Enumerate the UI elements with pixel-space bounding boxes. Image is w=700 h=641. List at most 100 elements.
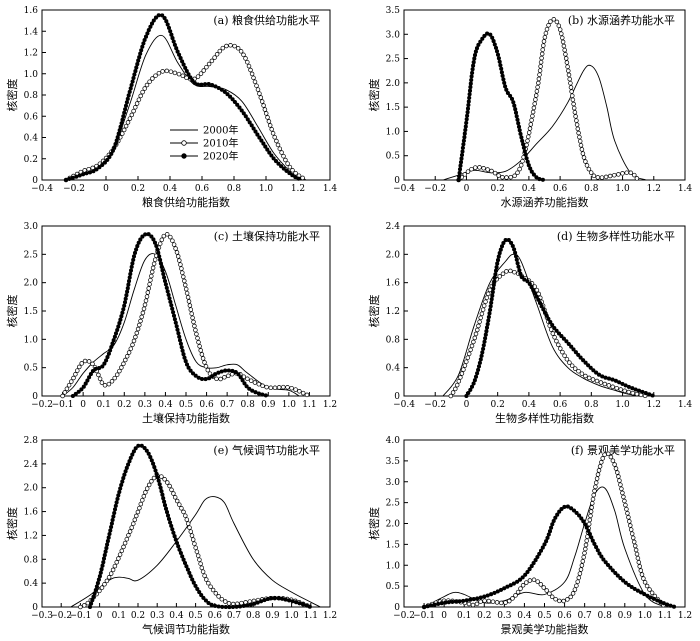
- data-point: [177, 258, 182, 263]
- x-tick-label: 0.9: [618, 611, 633, 621]
- data-point: [537, 68, 543, 73]
- data-point: [235, 46, 241, 51]
- data-point: [146, 286, 151, 291]
- data-point: [647, 587, 652, 592]
- data-point: [483, 336, 488, 341]
- data-point: [110, 341, 115, 346]
- data-point: [576, 352, 581, 357]
- data-point: [501, 77, 506, 82]
- data-point: [213, 372, 218, 377]
- data-point: [116, 324, 121, 329]
- data-point: [77, 364, 82, 370]
- data-point: [534, 294, 539, 299]
- data-point: [668, 603, 673, 608]
- x-tick-label: 1.4: [678, 184, 693, 194]
- data-point: [469, 77, 474, 83]
- data-point: [115, 496, 120, 501]
- data-point: [484, 295, 490, 300]
- data-point: [123, 469, 128, 474]
- data-point: [119, 365, 124, 370]
- data-point: [594, 378, 600, 384]
- data-point: [454, 382, 460, 388]
- data-point: [613, 378, 618, 383]
- data-point: [620, 381, 625, 386]
- data-point: [486, 598, 492, 604]
- x-tick-label: 0.3: [497, 611, 512, 621]
- data-point: [176, 331, 181, 336]
- data-point: [187, 525, 192, 530]
- data-point: [635, 588, 640, 593]
- data-point: [513, 254, 519, 259]
- x-tick-label: 0.1: [112, 611, 126, 621]
- data-point: [478, 315, 483, 321]
- data-point: [243, 114, 248, 119]
- data-point: [144, 294, 150, 299]
- data-point: [492, 42, 497, 47]
- chart-title: (c) 土壤保持功能水平: [214, 229, 320, 243]
- data-point: [577, 138, 583, 144]
- data-point: [228, 43, 233, 48]
- data-point: [617, 478, 622, 483]
- y-tick-label: 3.0: [386, 478, 401, 488]
- data-point: [563, 56, 569, 61]
- data-point: [125, 286, 130, 291]
- chart-panel-3: −0.2−0.1 0 0.1 0.2 0.3 0.4 0.5 0.6 0.7 0.8 0.9 1.0 1…: [5, 222, 337, 425]
- x-tick-label: 0.3: [138, 400, 153, 410]
- data-point: [563, 52, 568, 57]
- data-point: [450, 599, 455, 604]
- y-tick-label: 2.0: [386, 79, 401, 89]
- data-point: [195, 74, 201, 79]
- data-point: [566, 341, 571, 347]
- data-point: [462, 131, 467, 136]
- data-point: [97, 376, 103, 382]
- data-point: [497, 59, 502, 64]
- data-point: [264, 384, 269, 390]
- data-point: [161, 271, 166, 277]
- series-3: [456, 31, 545, 183]
- data-point: [252, 79, 258, 85]
- y-tick-label: 0.4: [24, 579, 39, 589]
- data-point: [182, 278, 187, 284]
- data-point: [494, 600, 500, 605]
- series-2: [60, 232, 310, 399]
- x-tick-label: −0.1: [52, 400, 74, 410]
- data-point: [226, 373, 231, 379]
- data-point: [123, 107, 128, 112]
- x-tick-label: 1.2: [647, 400, 661, 410]
- data-point: [553, 596, 558, 602]
- data-point: [102, 553, 107, 558]
- data-point: [466, 390, 471, 396]
- data-point: [490, 35, 495, 40]
- data-point: [121, 127, 127, 133]
- data-point: [136, 97, 142, 102]
- data-point: [514, 257, 519, 262]
- data-point: [532, 291, 537, 296]
- data-point: [177, 52, 182, 57]
- data-point: [460, 149, 465, 154]
- data-point: [200, 356, 206, 361]
- data-point: [176, 544, 181, 549]
- data-point: [469, 74, 474, 79]
- data-point: [185, 567, 190, 572]
- data-point: [467, 95, 472, 100]
- data-point: [130, 261, 135, 266]
- data-point: [156, 13, 161, 18]
- data-point: [236, 372, 241, 377]
- data-point: [90, 165, 95, 171]
- data-point: [168, 69, 174, 74]
- data-point: [466, 601, 472, 607]
- data-point: [62, 390, 68, 395]
- data-point: [141, 494, 147, 499]
- data-point: [245, 603, 250, 608]
- data-point: [165, 513, 171, 518]
- data-point: [490, 599, 496, 604]
- data-point: [304, 392, 310, 398]
- data-point: [562, 504, 567, 509]
- data-point: [526, 134, 531, 139]
- data-point: [542, 35, 548, 40]
- data-point: [544, 313, 549, 318]
- data-point: [622, 388, 627, 394]
- data-point: [629, 584, 634, 590]
- data-point: [160, 13, 165, 18]
- data-point: [566, 72, 572, 78]
